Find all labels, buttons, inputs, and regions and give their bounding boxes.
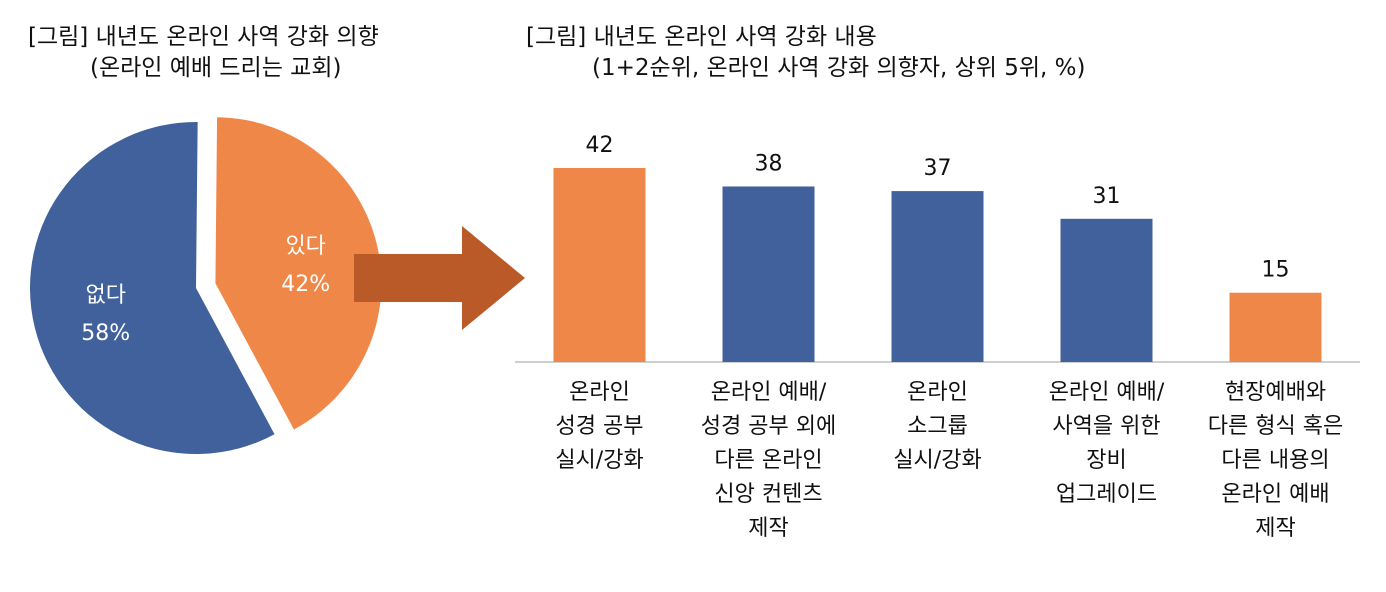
pie-slice-value: 42% — [281, 272, 330, 297]
pie-title-line1: [그림] 내년도 온라인 사역 강화 의향 — [28, 24, 379, 50]
bar-0 — [553, 168, 646, 362]
bar-category-label: 온라인 성경 공부 실시/강화 — [555, 380, 644, 473]
bar-chart-title: [그림] 내년도 온라인 사역 강화 내용 (1+2순위, 온라인 사역 강화 … — [526, 22, 1085, 84]
bar-value-label: 37 — [924, 156, 952, 181]
bar-category-label: 현장예배와 다른 형식 혹은 다른 내용의 온라인 예배 제작 — [1207, 380, 1344, 541]
bar-category-label: 온라인 예배/ 사역을 위한 장비 업그레이드 — [1048, 380, 1165, 507]
bar-value-label: 38 — [755, 151, 783, 176]
pie-slice-value: 58% — [81, 321, 130, 346]
right-arrow-icon — [354, 226, 525, 330]
bar-category-label: 온라인 소그룹 실시/강화 — [893, 380, 982, 473]
bar-value-label: 31 — [1093, 184, 1121, 209]
pie-slice-0 — [215, 117, 382, 430]
pie-slice-1 — [29, 122, 275, 454]
bar-title-line2: (1+2순위, 온라인 사역 강화 의향자, 상위 5위, %) — [592, 55, 1086, 81]
bar-2 — [891, 191, 984, 362]
bar-4 — [1229, 292, 1322, 362]
arrow-shape — [354, 226, 525, 330]
bar-chart: 42 38 37 31 15 — [515, 133, 1360, 363]
pie-slice-label: 없다 — [85, 283, 125, 308]
bar-title-line1: [그림] 내년도 온라인 사역 강화 내용 — [526, 24, 877, 50]
bar-3 — [1060, 218, 1153, 362]
pie-title-line2: (온라인 예배 드리는 교회) — [90, 55, 342, 81]
bar-1 — [722, 186, 815, 362]
bar-value-label: 42 — [586, 133, 614, 158]
pie-chart-title: [그림] 내년도 온라인 사역 강화 의향 (온라인 예배 드리는 교회) — [28, 22, 379, 84]
bar-value-label: 15 — [1262, 258, 1290, 283]
pie-chart: 있다 42% 없다 58% — [29, 117, 382, 454]
bar-category-label: 온라인 예배/ 성경 공부 외에 다른 온라인 신앙 컨텐츠 제작 — [700, 380, 837, 541]
pie-slice-label: 있다 — [285, 234, 325, 259]
